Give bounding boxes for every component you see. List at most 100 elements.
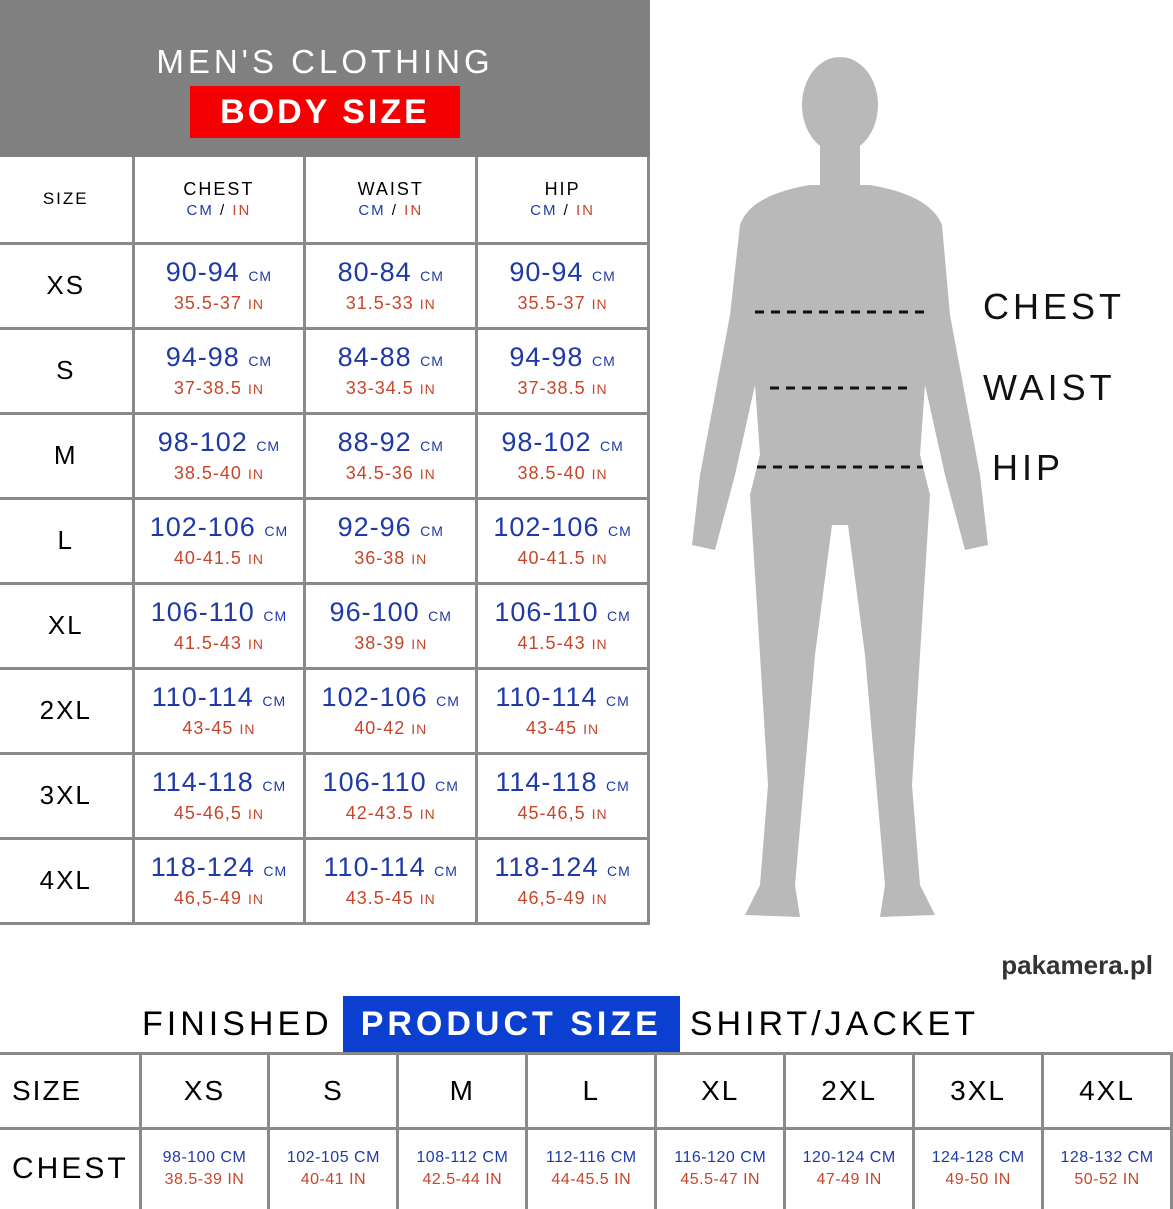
chest-in: 42.5-44 IN (422, 1171, 503, 1189)
in-unit: IN (247, 551, 264, 567)
cm-unit: CM (248, 268, 273, 284)
header-title: MEN'S CLOTHING (156, 43, 494, 80)
measure-cell: 114-118 CM 45-46,5 IN (475, 751, 650, 840)
cm-range: 102-106 (149, 512, 256, 542)
in-value: 45-46,5 IN (136, 802, 302, 825)
in-value: 37-38.5 IN (136, 377, 302, 400)
measure-cell: 94-98 CM 37-38.5 IN (475, 326, 650, 415)
cm-unit: CM (591, 268, 616, 284)
measure-cell: 110-114 CM 43-45 IN (475, 666, 650, 755)
table-header-row: SIZE CHEST CM / IN WAIST CM / IN HIP CM / IN (0, 157, 650, 245)
unit-sep: / (385, 202, 405, 220)
in-range: 31.5-33 (345, 293, 414, 313)
in-value: 40-41.5 IN (480, 547, 646, 570)
in-range: 40-41.5 (173, 548, 242, 568)
cm-range: 110-114 (495, 682, 598, 712)
cm-value: 102-106 CM (136, 511, 302, 547)
in-value: 41.5-43 IN (136, 632, 302, 655)
in-range: 43-45 (182, 718, 234, 738)
in-unit: IN (247, 466, 264, 482)
in-value: 37-38.5 IN (480, 377, 646, 400)
in-unit: IN (247, 381, 264, 397)
measure-cell: 98-102 CM 38.5-40 IN (131, 411, 307, 500)
in-unit: IN (591, 466, 608, 482)
table-row: M 98-102 CM 38.5-40 IN 88-92 CM 34.5-36 IN 98… (0, 411, 650, 500)
product-size-table: SIZE XS S M L XL 2XL 3XL 4XL CHEST 98-100 CM 38.5-3… (0, 1052, 1173, 1209)
units-label: CM / IN (480, 201, 646, 221)
cm-unit: CM (436, 693, 460, 709)
table-row: XL 106-110 CM 41.5-43 IN 96-100 CM 38-39 IN 1… (0, 581, 650, 670)
unit-in: IN (232, 202, 252, 220)
size-cell: 4XL (1041, 1052, 1173, 1130)
in-unit: IN (419, 296, 436, 312)
in-range: 40-41.5 (517, 548, 586, 568)
in-value: 34.5-36 IN (308, 462, 474, 485)
in-value: 40-41.5 IN (136, 547, 302, 570)
cm-value: 110-114 CM (480, 681, 646, 717)
cm-value: 106-110 CM (308, 766, 474, 802)
in-value: 40-42 IN (308, 717, 474, 740)
header-cell: WAIST CM / IN (303, 157, 479, 245)
hip-label: HIP (992, 447, 1065, 488)
in-range: 33-34.5 (345, 378, 414, 398)
units-label: CM / IN (136, 201, 302, 221)
unit-sep: / (557, 202, 576, 220)
title-product-size: PRODUCT SIZE (342, 996, 680, 1052)
in-unit: IN (591, 891, 608, 907)
in-value: 46,5-49 IN (480, 887, 646, 910)
chest-cell: 124-128 CM 49-50 IN (912, 1127, 1045, 1209)
chest-in: 38.5-39 IN (164, 1171, 245, 1189)
chest-in: 47-49 IN (816, 1171, 882, 1189)
in-range: 35.5-37 (517, 293, 586, 313)
cm-range: 102-106 (321, 682, 428, 712)
in-range: 38-39 (354, 633, 406, 653)
size-cell: M (396, 1052, 529, 1130)
measure-cell: 106-110 CM 41.5-43 IN (475, 581, 650, 670)
cm-value: 88-92 CM (308, 426, 474, 462)
in-range: 45-46,5 (173, 803, 242, 823)
in-unit: IN (591, 551, 608, 567)
in-value: 35.5-37 IN (480, 292, 646, 315)
in-value: 38.5-40 IN (136, 462, 302, 485)
unit-in: IN (404, 202, 424, 220)
table-row: 4XL 118-124 CM 46,5-49 IN 110-114 CM 43.5-45… (0, 836, 650, 925)
size-cell: M (0, 411, 135, 500)
measure-cell: 96-100 CM 38-39 IN (303, 581, 479, 670)
unit-in: IN (576, 202, 595, 220)
cm-value: 106-110 CM (136, 596, 302, 632)
waist-label: WAIST (983, 367, 1116, 408)
cm-range: 90-94 (165, 257, 240, 287)
in-value: 43.5-45 IN (308, 887, 474, 910)
cm-unit: CM (420, 438, 444, 454)
chest-label: CHEST (983, 286, 1126, 327)
in-range: 40-42 (354, 718, 406, 738)
cm-unit: CM (591, 353, 616, 369)
in-value: 35.5-37 IN (136, 292, 302, 315)
size-cell: S (0, 326, 135, 415)
cm-unit: CM (262, 778, 287, 794)
measure-cell: 110-114 CM 43-45 IN (131, 666, 307, 755)
measurement-lines (755, 310, 925, 469)
chest-in: 40-41 IN (300, 1171, 367, 1189)
in-unit: IN (419, 381, 436, 397)
in-unit: IN (247, 296, 264, 312)
cm-range: 106-110 (494, 597, 599, 627)
measure-cell: 84-88 CM 33-34.5 IN (303, 326, 479, 415)
measure-cell: 102-106 CM 40-41.5 IN (131, 496, 307, 585)
cm-value: 94-98 CM (136, 341, 302, 377)
in-value: 38-39 IN (308, 632, 474, 655)
cm-unit: CM (262, 693, 287, 709)
in-value: 43-45 IN (480, 717, 646, 740)
in-unit: IN (247, 806, 264, 822)
table-row: L 102-106 CM 40-41.5 IN 92-96 CM 36-38 IN 102… (0, 496, 650, 585)
in-unit: IN (247, 636, 264, 652)
size-cell: XS (138, 1052, 271, 1130)
size-cell: XL (0, 581, 135, 670)
header-cell: HIP CM / IN (475, 157, 650, 245)
cm-range: 98-102 (157, 427, 248, 457)
measure-cell: 98-102 CM 38.5-40 IN (475, 411, 650, 500)
table-row: 3XL 114-118 CM 45-46,5 IN 106-110 CM 42-43.5… (0, 751, 650, 840)
cm-unit: CM (435, 778, 459, 794)
cm-value: 94-98 CM (480, 341, 646, 377)
cm-unit: CM (263, 608, 288, 624)
